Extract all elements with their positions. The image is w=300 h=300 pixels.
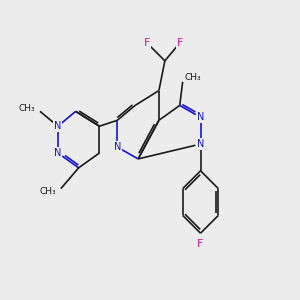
Text: N: N [54, 148, 61, 158]
Text: CH₃: CH₃ [184, 73, 201, 82]
Text: F: F [197, 238, 204, 249]
Text: N: N [197, 139, 204, 149]
Text: N: N [197, 112, 204, 122]
Text: N: N [54, 121, 61, 131]
Text: CH₃: CH₃ [40, 187, 56, 196]
Text: CH₃: CH₃ [19, 104, 36, 113]
Text: F: F [144, 38, 150, 48]
Text: N: N [114, 142, 121, 152]
Text: F: F [176, 38, 183, 48]
